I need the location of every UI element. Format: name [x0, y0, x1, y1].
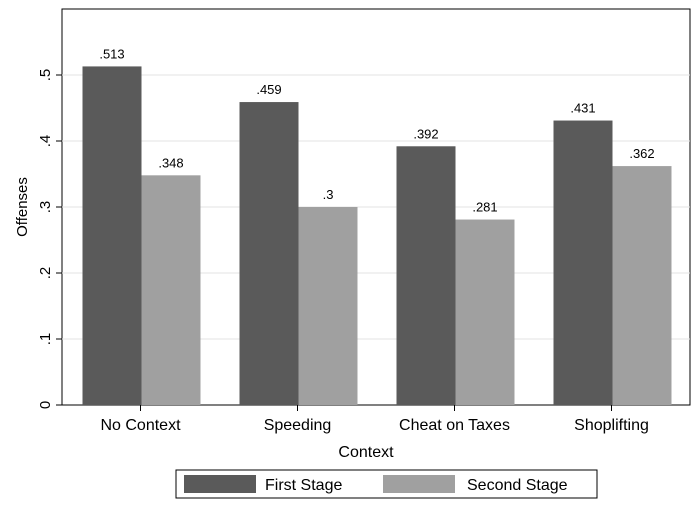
legend-swatch-first-stage [184, 475, 256, 493]
data-label-second-stage: .3 [323, 187, 334, 202]
y-tick-label: .4 [37, 135, 54, 148]
legend-swatch-second-stage [383, 475, 455, 493]
y-tick-label: .5 [37, 69, 54, 82]
bar-first-stage [396, 146, 456, 405]
data-label-first-stage: .513 [99, 46, 124, 61]
y-axis-title: Offenses [14, 177, 31, 237]
bar-first-stage [239, 102, 299, 405]
y-tick-label: .1 [37, 333, 54, 346]
x-axis: No Context Speeding Cheat on Taxes Shoplift… [100, 405, 649, 434]
legend: First Stage Second Stage [175, 469, 598, 499]
y-axis: 0 .1 .2 .3 .4 .5 [37, 69, 62, 409]
data-label-second-stage: .362 [629, 146, 654, 161]
y-tick-label: .2 [37, 267, 54, 280]
data-label-first-stage: .392 [413, 126, 438, 141]
data-label-second-stage: .281 [472, 200, 497, 215]
data-label-second-stage: .348 [158, 155, 183, 170]
bar-second-stage [612, 166, 672, 405]
y-tick-label: .3 [37, 201, 54, 214]
bar-second-stage [455, 219, 515, 405]
data-label-first-stage: .459 [256, 82, 281, 97]
bar-first-stage [553, 120, 613, 405]
x-tick-label: Cheat on Taxes [399, 417, 510, 434]
bars [82, 66, 672, 406]
y-tick-label: 0 [37, 401, 54, 409]
data-labels: .513 .348 .459 .3 .392 .281 .431 .362 [99, 46, 654, 214]
x-tick-label: Shoplifting [574, 417, 649, 434]
x-tick-label: Speeding [264, 417, 332, 434]
x-tick-label: No Context [100, 417, 181, 434]
legend-label-second-stage: Second Stage [467, 477, 568, 494]
x-axis-title: Context [338, 444, 394, 461]
bar-first-stage [82, 66, 142, 406]
legend-label-first-stage: First Stage [265, 477, 342, 494]
bar-second-stage [298, 207, 358, 405]
bar-second-stage [141, 175, 201, 405]
data-label-first-stage: .431 [570, 101, 595, 116]
